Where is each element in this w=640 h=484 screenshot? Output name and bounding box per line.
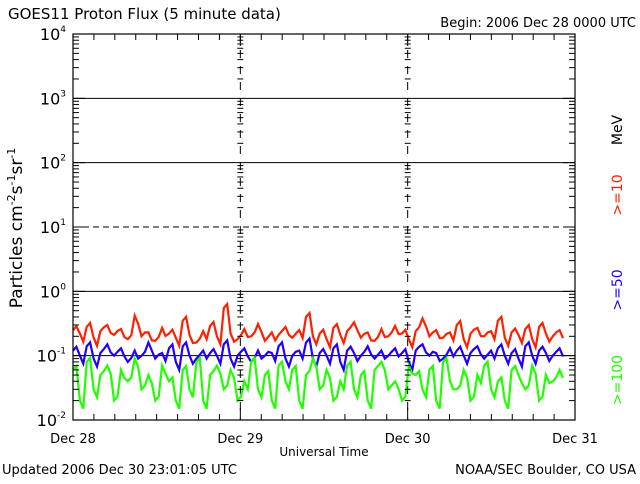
x-tick-label: Dec 28 bbox=[50, 432, 96, 447]
legend-unit: MeV bbox=[610, 114, 626, 145]
chart-title: GOES11 Proton Flux (5 minute data) bbox=[8, 5, 281, 23]
series-group bbox=[72, 301, 565, 410]
y-tick-label: 103 bbox=[40, 89, 66, 108]
y-tick-label: 101 bbox=[40, 218, 66, 237]
begin-label: Begin: 2006 Dec 28 0000 UTC bbox=[440, 16, 636, 31]
series-line-p50 bbox=[72, 336, 565, 374]
x-tick-label: Dec 29 bbox=[217, 432, 263, 447]
y-tick-label: 100 bbox=[40, 282, 66, 301]
x-tick-label: Dec 30 bbox=[385, 432, 431, 447]
y-axis-label: Particles cm-2s-1sr-1 bbox=[5, 148, 27, 309]
x-tick-labels: Dec 28 Dec 29 Dec 30 Dec 31 bbox=[50, 432, 598, 447]
y-tick-label: 102 bbox=[40, 154, 66, 173]
legend-entry: >=50 bbox=[610, 269, 626, 310]
legend-entry: >=10 bbox=[610, 174, 626, 215]
y-tick-label: 10-2 bbox=[37, 411, 66, 430]
source-label: NOAA/SEC Boulder, CO USA bbox=[455, 463, 636, 478]
series-line-p100 bbox=[72, 354, 565, 410]
y-tick-label: 104 bbox=[40, 25, 66, 44]
updated-label: Updated 2006 Dec 30 23:01:05 UTC bbox=[2, 463, 237, 478]
axes bbox=[72, 33, 576, 421]
x-tick-label: Dec 31 bbox=[552, 432, 598, 447]
y-tick-label: 10-1 bbox=[37, 347, 66, 366]
legend-entry: >=100 bbox=[610, 355, 626, 405]
gridlines bbox=[73, 34, 575, 420]
x-axis-label: Universal Time bbox=[279, 445, 368, 459]
series-line-p10 bbox=[72, 301, 565, 352]
legend: MeV >=10 >=50 >=100 bbox=[610, 114, 626, 405]
y-tick-labels: 10-2 10-1 100 101 102 103 104 bbox=[37, 25, 67, 430]
